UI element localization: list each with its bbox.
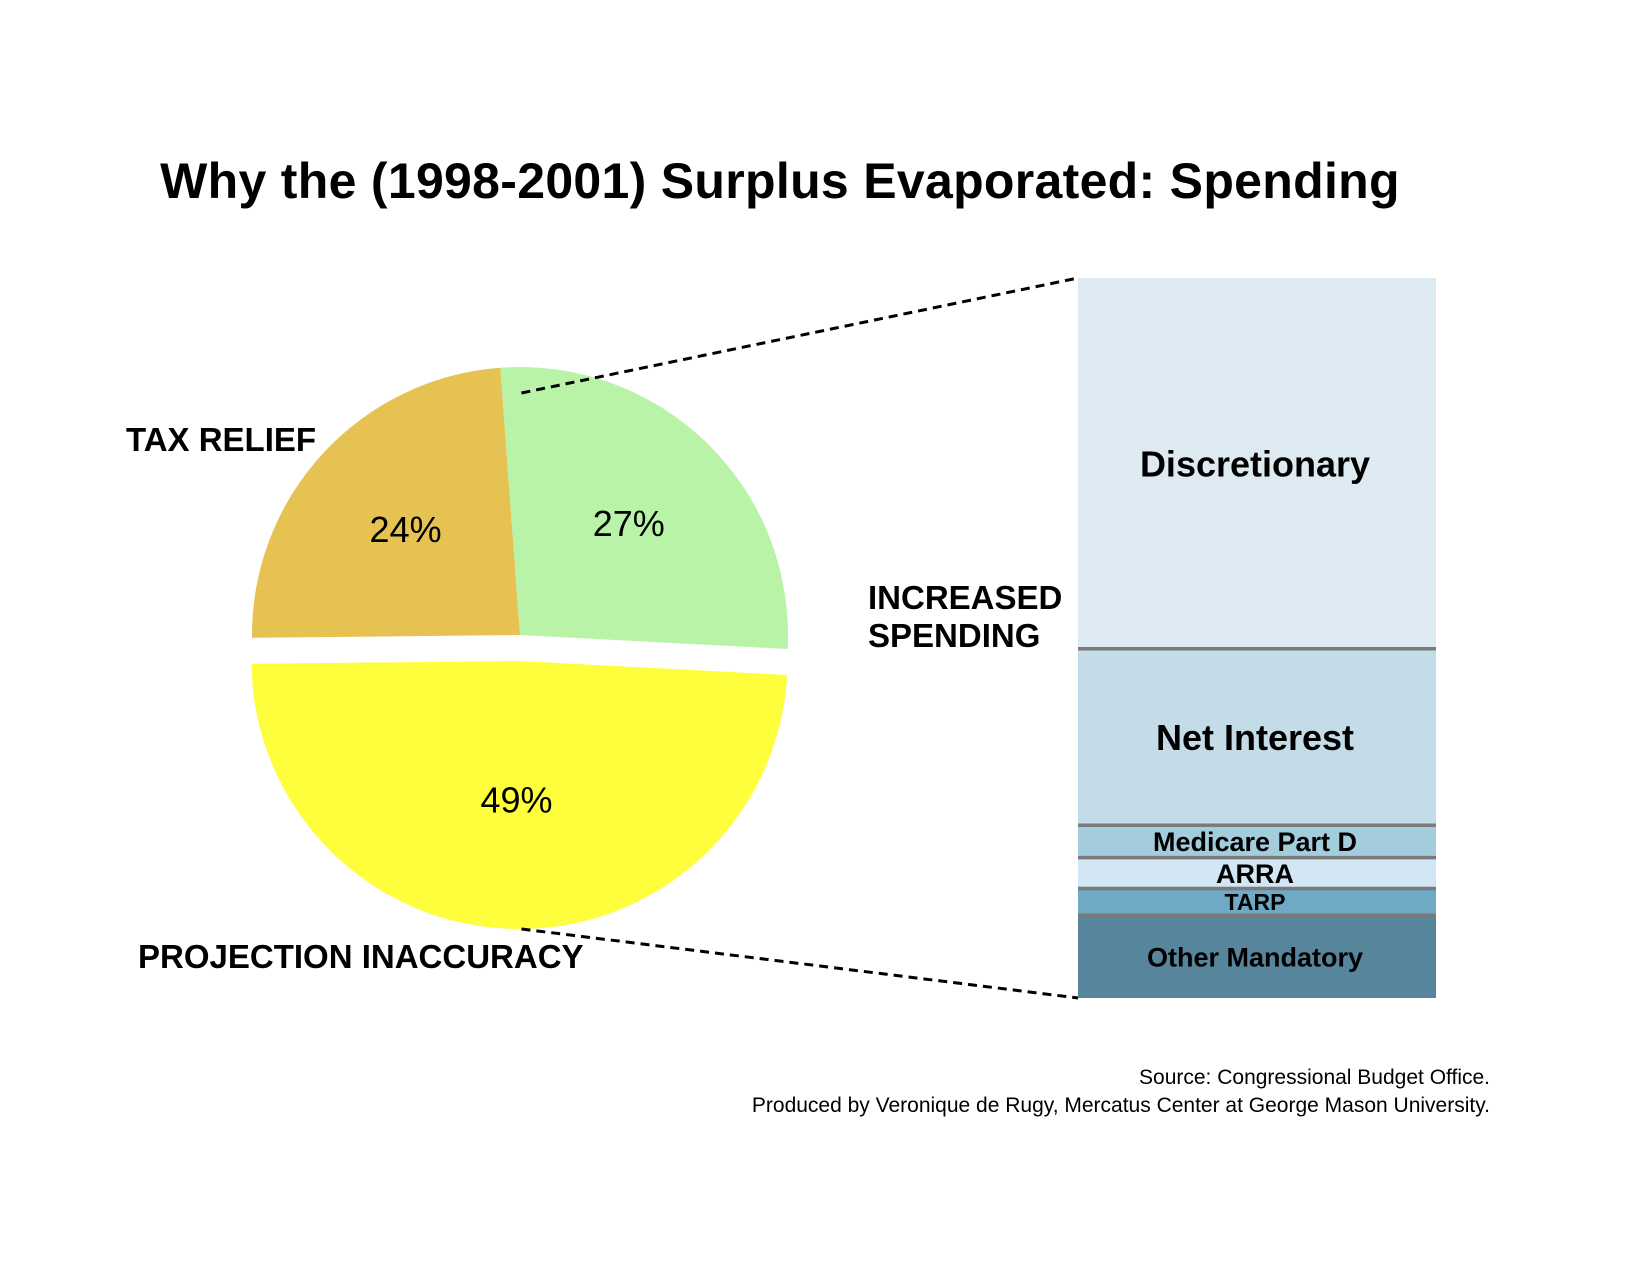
- bar-segment-arra: [1078, 857, 1436, 889]
- pie-category-labels: INCREASED SPENDING TAX RELIEF PROJECTION IN…: [126, 421, 1062, 975]
- pie-slice-increased-spending: [251, 660, 788, 929]
- pie-value-label-projection-inaccuracy: 27%: [593, 503, 665, 544]
- pie-chart: 49% 24% 27%: [251, 367, 788, 929]
- bar-segment-tarp: [1078, 888, 1436, 916]
- bar-segment-discretionary: [1078, 278, 1436, 649]
- pie-value-label-tax-relief: 24%: [370, 509, 442, 550]
- pie-slice-tax-relief: [252, 367, 520, 638]
- bar-segment-other-mandatory: [1078, 915, 1436, 998]
- bar-segment-label-medicare-part-d: Medicare Part D: [1153, 827, 1357, 857]
- bar-segment-label-tarp: TARP: [1225, 889, 1286, 915]
- bar-segment-medicare-part-d: [1078, 825, 1436, 858]
- pie-slice-projection-inaccuracy: [500, 367, 788, 650]
- connector-line-top: [521, 276, 1079, 395]
- credit-note: Produced by Veronique de Rugy, Mercatus …: [751, 1094, 1490, 1117]
- pie-category-label-increased-spending: INCREASED SPENDING: [868, 579, 1062, 654]
- source-note: Source: Congressional Budget Office.: [1139, 1066, 1490, 1089]
- stacked-bar-chart: Discretionary Net Interest Medicare Part D…: [1078, 278, 1436, 998]
- bar-segment-label-net-interest: Net Interest: [1156, 717, 1354, 758]
- explode-connectors: [521, 276, 1079, 1000]
- chart-title: Why the (1998-2001) Surplus Evaporated: …: [160, 153, 1400, 209]
- bar-segment-net-interest: [1078, 648, 1436, 826]
- bar-segment-label-arra: ARRA: [1216, 859, 1294, 889]
- pie-category-label-tax-relief: TAX RELIEF: [126, 421, 316, 458]
- connector-line-bottom: [521, 927, 1079, 1000]
- bar-segment-label-discretionary: Discretionary: [1140, 443, 1370, 484]
- pie-value-label-increased-spending: 49%: [481, 779, 553, 820]
- pie-category-label-projection-inaccuracy: PROJECTION INACCURACY: [138, 938, 584, 975]
- bar-segment-label-other-mandatory: Other Mandatory: [1147, 942, 1363, 972]
